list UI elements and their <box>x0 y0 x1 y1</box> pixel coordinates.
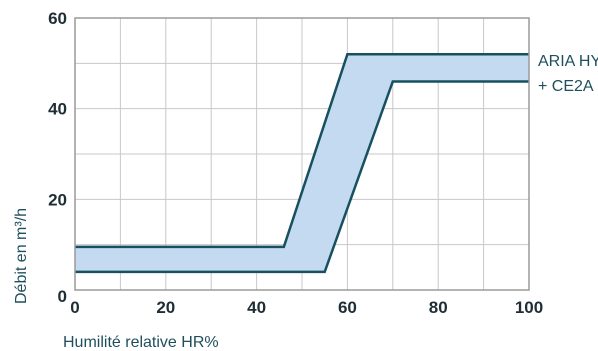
y-tick-label: 20 <box>48 190 67 209</box>
x-tick-label: 40 <box>247 298 266 317</box>
x-tick-label: 60 <box>338 298 357 317</box>
x-tick-label: 20 <box>156 298 175 317</box>
y-tick-label: 60 <box>48 9 67 28</box>
y-tick-labels: 0 20 40 60 <box>48 9 67 306</box>
legend-line-2: + CE2A <box>538 78 594 95</box>
x-tick-label: 80 <box>429 298 448 317</box>
y-tick-label: 40 <box>48 100 67 119</box>
plot-frame <box>74 17 530 291</box>
x-tick-label: 0 <box>70 298 79 317</box>
y-axis-label: Débit en m³/h <box>13 208 30 304</box>
upper-bound-line <box>75 53 529 249</box>
band-fill <box>75 54 529 272</box>
x-tick-label: 100 <box>515 298 543 317</box>
lower-bound-line <box>75 80 529 274</box>
series-lines <box>75 53 529 274</box>
legend-line-1: ARIA HY <box>538 53 598 70</box>
band-area <box>75 54 529 272</box>
y-tick-label: 0 <box>58 287 67 306</box>
x-tick-labels: 0 20 40 60 80 100 <box>70 298 543 317</box>
x-axis-label: Humilité relative HR% <box>63 334 219 351</box>
